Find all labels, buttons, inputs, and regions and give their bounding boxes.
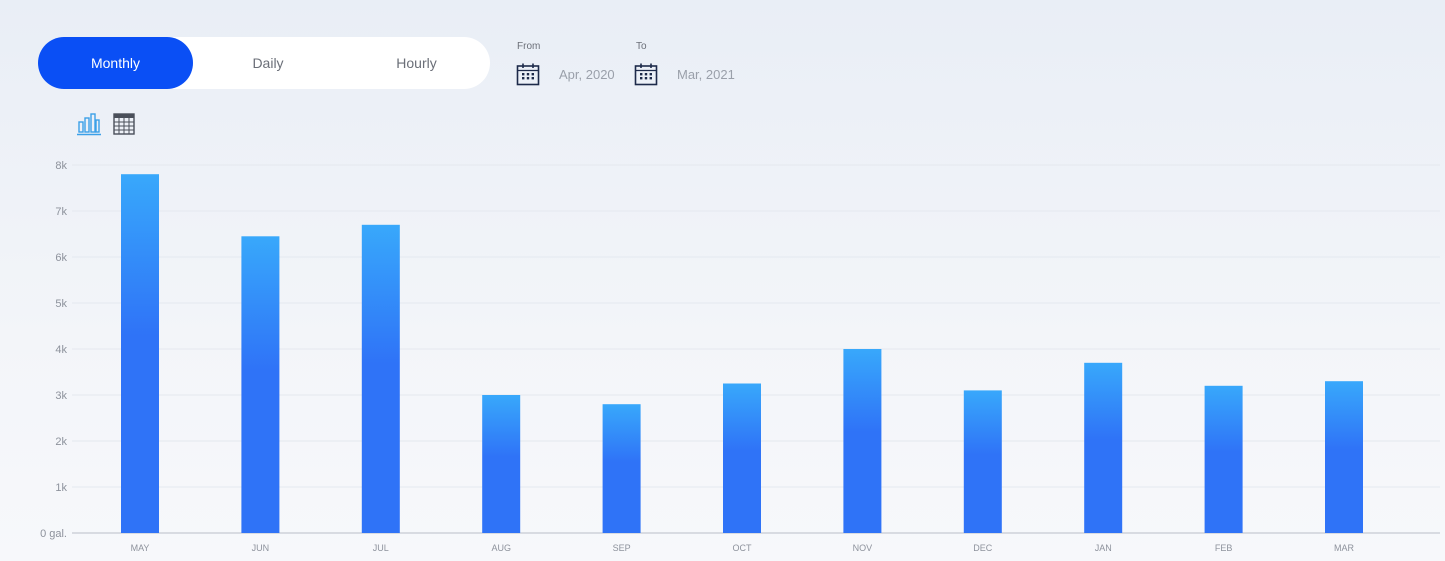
period-tabs: Monthly Daily Hourly <box>38 37 490 89</box>
y-tick-label: 5k <box>55 298 67 310</box>
bar-mar[interactable] <box>1325 381 1363 533</box>
to-date-value[interactable]: Mar, 2021 <box>677 67 735 82</box>
to-label: To <box>636 41 647 52</box>
tab-daily[interactable]: Daily <box>252 55 284 71</box>
bar-feb[interactable] <box>1204 385 1243 533</box>
x-tick-label: DEC <box>973 543 993 553</box>
y-tick-label: 7k <box>55 206 67 218</box>
x-tick-label: AUG <box>491 543 511 553</box>
tab-monthly[interactable]: Monthly <box>38 37 193 89</box>
from-date-value[interactable]: Apr, 2020 <box>559 67 615 82</box>
bar-nov[interactable] <box>843 349 882 533</box>
y-tick-label: 2k <box>55 436 67 448</box>
x-tick-label: NOV <box>853 543 873 553</box>
bar-jan[interactable] <box>1084 362 1123 533</box>
bar-may[interactable] <box>121 174 159 533</box>
bar-oct[interactable] <box>723 383 761 534</box>
x-tick-label: MAR <box>1334 543 1355 553</box>
table-icon[interactable] <box>112 112 136 136</box>
from-label: From <box>517 41 541 52</box>
bar-jul[interactable] <box>361 224 400 534</box>
bar-jun[interactable] <box>241 236 280 534</box>
x-tick-label: JUN <box>252 543 270 553</box>
y-tick-label: 4k <box>55 344 67 356</box>
y-tick-label: 8k <box>55 160 67 172</box>
calendar-icon[interactable] <box>516 62 540 86</box>
y-tick-label: 0 gal. <box>40 528 67 540</box>
y-tick-label: 6k <box>55 252 67 264</box>
bar-sep[interactable] <box>602 404 641 533</box>
bar-dec[interactable] <box>963 390 1002 533</box>
y-tick-label: 1k <box>55 482 67 494</box>
x-tick-label: SEP <box>613 543 631 553</box>
x-tick-label: JAN <box>1095 543 1112 553</box>
x-tick-label: JUL <box>373 543 389 553</box>
y-tick-label: 3k <box>55 390 67 402</box>
tab-hourly[interactable]: Hourly <box>396 55 437 71</box>
bar-chart-icon[interactable] <box>77 112 101 136</box>
x-tick-label: MAY <box>131 543 150 553</box>
calendar-icon[interactable] <box>634 62 658 86</box>
bar-aug[interactable] <box>482 395 521 533</box>
x-tick-label: OCT <box>733 543 753 553</box>
x-tick-label: FEB <box>1215 543 1233 553</box>
